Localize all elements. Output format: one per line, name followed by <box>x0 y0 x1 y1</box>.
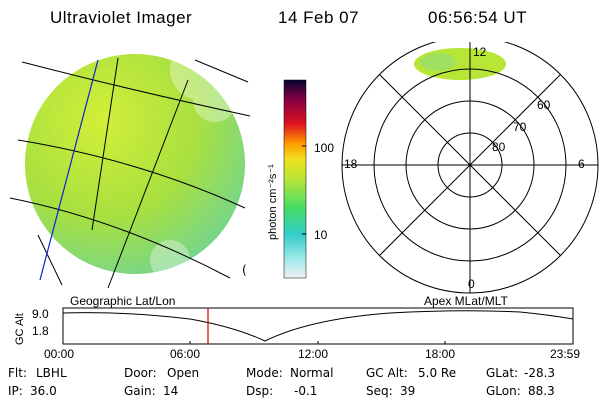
status-seq-value: 39 <box>400 384 416 398</box>
status-dsp-value: -0.1 <box>294 384 318 398</box>
status-gcalt-value: 5.0 Re <box>418 366 457 380</box>
x-tick-2359: 23:59 <box>550 347 581 361</box>
status-gain-label: Gain: <box>124 384 156 398</box>
status-gain-value: 14 <box>163 384 179 398</box>
x-tick-0000: 00:00 <box>44 347 75 361</box>
status-flt-label: Flt: <box>8 366 27 380</box>
colorbar-unit-label: photon cm⁻²s⁻¹ <box>267 164 279 240</box>
terminator-line <box>39 59 99 281</box>
altitude-plot-frame <box>62 307 574 345</box>
status-glat-value: -28.3 <box>524 366 556 380</box>
polar-plot <box>341 42 599 294</box>
status-dsp-label: Dsp: <box>246 384 274 398</box>
instrument-title: Ultraviolet Imager <box>50 8 193 27</box>
mlt-label-0: 0 <box>468 277 475 291</box>
earth-disk <box>25 54 245 274</box>
status-ip-label: IP: <box>8 384 23 398</box>
lat-label-60: 60 <box>537 98 551 112</box>
date-label: 14 Feb 07 <box>278 8 360 27</box>
status-ip-value: 36.0 <box>30 384 57 398</box>
altitude-curve <box>62 310 574 342</box>
status-mode-label: Mode: <box>246 366 283 380</box>
mlt-label-18: 18 <box>344 157 358 171</box>
y-tick-9: 9.0 <box>32 307 49 321</box>
time-label: 06:56:54 UT <box>428 8 528 27</box>
status-glat-label: GLat: <box>486 366 519 380</box>
status-glon-value: 88.3 <box>528 384 555 398</box>
status-door-value: Open <box>167 366 200 380</box>
geographic-title: Geographic Lat/Lon <box>70 294 176 308</box>
uv-disk-image: ( <box>9 54 251 289</box>
colorbar-tick-100: 100 <box>314 141 335 155</box>
colorbar <box>283 79 307 279</box>
mlt-label-12: 12 <box>473 45 487 59</box>
status-gcalt-label: GC Alt: <box>366 366 408 380</box>
y-tick-1-8: 1.8 <box>32 324 49 338</box>
lat-label-70: 70 <box>513 120 527 134</box>
status-seq-label: Seq: <box>366 384 393 398</box>
status-mode-value: Normal <box>290 366 334 380</box>
svg-text:(: ( <box>242 263 247 277</box>
x-tick-1800: 18:00 <box>425 347 456 361</box>
status-glon-label: GLon: <box>486 384 521 398</box>
gc-alt-axis-label: GC Alt <box>14 313 26 345</box>
x-tick-0600: 06:00 <box>170 347 201 361</box>
colorbar-tick-10: 10 <box>314 228 328 242</box>
polar-grid <box>341 42 599 294</box>
apex-title: Apex MLat/MLT <box>424 294 508 308</box>
geo-grid <box>9 57 251 289</box>
x-tick-1200: 12:00 <box>298 347 329 361</box>
altitude-plot <box>62 307 574 345</box>
status-door-label: Door: <box>124 366 157 380</box>
mlt-label-6: 6 <box>578 157 585 171</box>
status-flt-value: LBHL <box>36 366 67 380</box>
lat-label-80: 80 <box>492 140 506 154</box>
